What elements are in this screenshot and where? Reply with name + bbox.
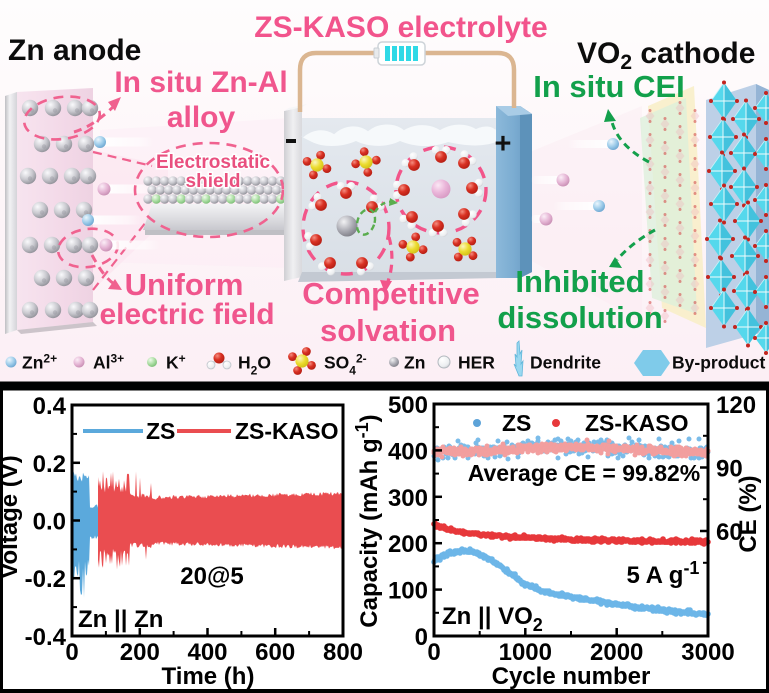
svg-text:ZS: ZS [502,410,531,436]
svg-text:Voltage (V): Voltage (V) [0,455,23,579]
svg-text:0: 0 [65,639,78,666]
svg-text:In situ Zn-Al: In situ Zn-Al [114,66,287,99]
svg-text:Electrostatic: Electrostatic [156,152,270,173]
svg-text:-0.2: -0.2 [25,566,66,593]
svg-text:Capacity (mAh g-1): Capacity (mAh g-1) [352,414,383,627]
svg-text:0: 0 [415,624,428,651]
svg-text:Zn || Zn: Zn || Zn [78,606,163,633]
svg-text:solvation: solvation [320,313,456,348]
svg-text:400: 400 [388,438,428,465]
svg-text:CE (%): CE (%) [735,475,762,552]
svg-text:1000: 1000 [499,639,552,666]
svg-text:Competitive: Competitive [302,276,479,311]
svg-text:Dendrite: Dendrite [530,353,601,373]
svg-text:alloy: alloy [167,101,236,134]
svg-text:60: 60 [716,519,743,546]
svg-text:+: + [495,128,512,160]
svg-text:Average CE = 99.82%: Average CE = 99.82% [468,460,700,486]
svg-text:ZS-KASO: ZS-KASO [585,410,689,436]
svg-text:Zn anode: Zn anode [8,34,141,67]
svg-text:In situ CEI: In situ CEI [533,69,685,104]
svg-text:ZS-KASO: ZS-KASO [235,418,339,444]
svg-text:HER: HER [458,353,495,373]
svg-text:3000: 3000 [681,639,734,666]
svg-text:shield: shield [186,171,241,192]
svg-text:By-product: By-product [672,353,766,373]
svg-text:500: 500 [388,392,428,419]
svg-text:800: 800 [323,639,363,666]
svg-text:ZS-KASO electrolyte: ZS-KASO electrolyte [254,11,547,44]
svg-text:Uniform: Uniform [125,267,244,302]
svg-text:Zn: Zn [404,353,425,373]
svg-text:Cycle number: Cycle number [492,663,651,690]
svg-text:Time (h): Time (h) [162,663,255,690]
svg-text:200: 200 [120,639,160,666]
svg-text:90: 90 [716,456,743,483]
svg-text:VO2 cathode: VO2 cathode [577,37,755,74]
svg-text:600: 600 [255,639,295,666]
svg-text:dissolution: dissolution [497,300,662,335]
svg-text:100: 100 [388,578,428,605]
svg-text:Inhibited: Inhibited [515,264,644,299]
svg-text:400: 400 [187,639,227,666]
svg-text:0.0: 0.0 [33,509,66,536]
svg-text:20@5: 20@5 [180,563,243,590]
svg-text:0.2: 0.2 [33,451,66,478]
svg-text:2000: 2000 [590,639,643,666]
svg-text:300: 300 [388,485,428,512]
svg-text:-0.4: -0.4 [25,624,67,651]
svg-text:0: 0 [427,639,440,666]
svg-text:ZS: ZS [146,418,175,444]
svg-text:Zn || VO2: Zn || VO2 [442,603,543,635]
svg-text:200: 200 [388,531,428,558]
svg-text:120: 120 [716,392,756,419]
svg-text:electric field: electric field [99,298,274,331]
svg-text:0.4: 0.4 [33,393,67,420]
